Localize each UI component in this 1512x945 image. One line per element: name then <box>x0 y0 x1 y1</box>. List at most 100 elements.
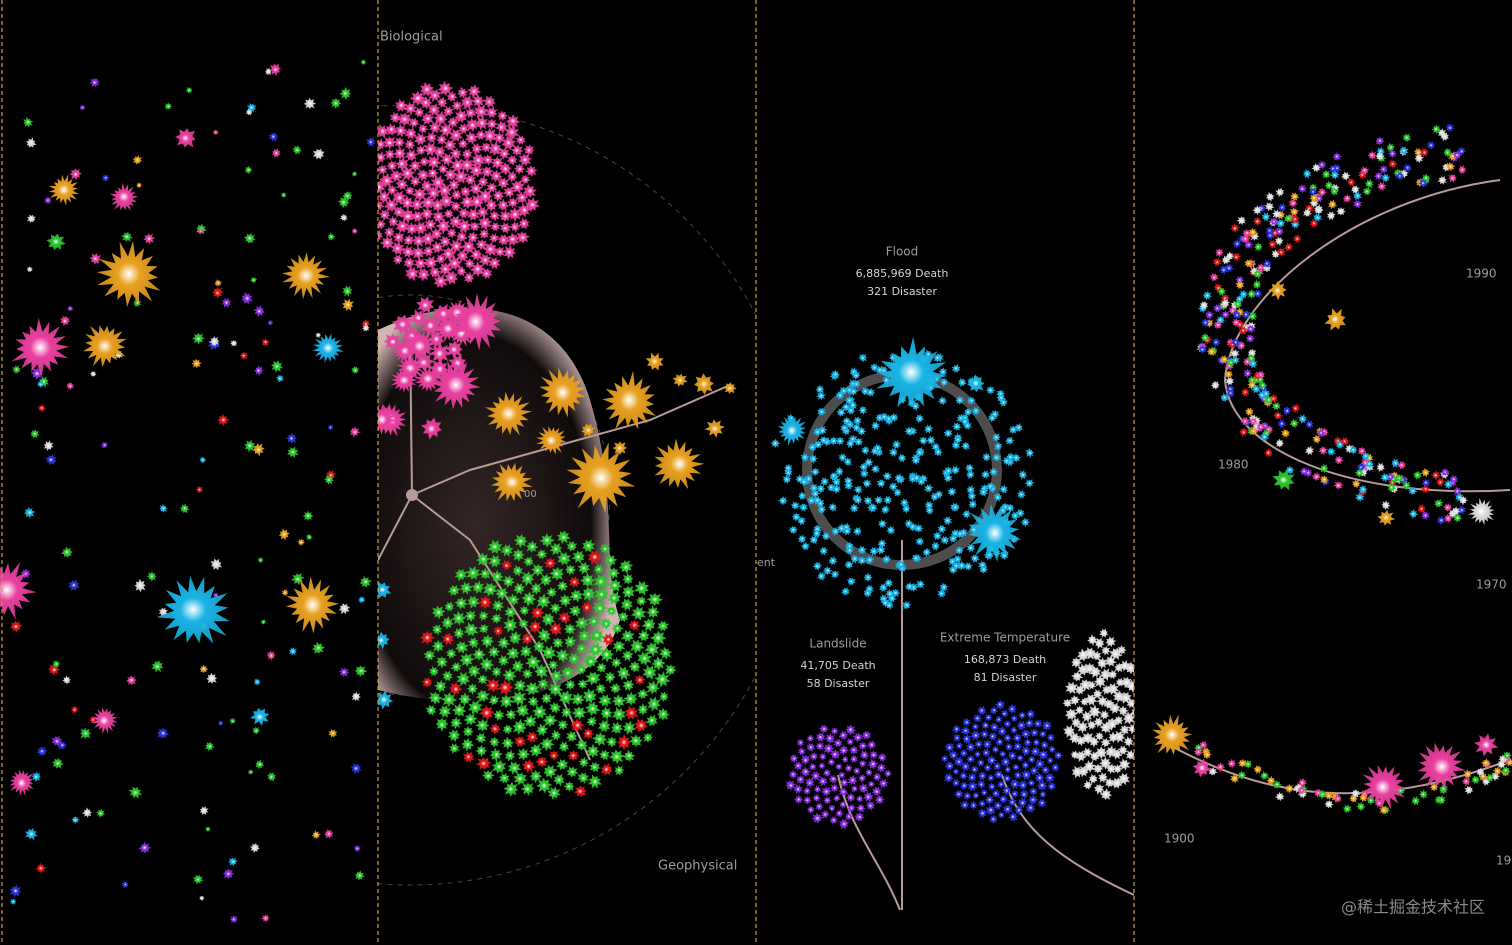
flower <box>1395 171 1404 181</box>
flower <box>121 231 133 242</box>
flower <box>605 736 618 748</box>
flower <box>1417 742 1466 791</box>
flower <box>378 138 387 151</box>
flower <box>996 389 1005 398</box>
flower <box>1071 657 1083 669</box>
flower <box>806 734 814 743</box>
flower <box>1247 380 1258 390</box>
flower <box>447 729 461 743</box>
flower <box>1271 401 1282 411</box>
flower <box>437 80 454 96</box>
flower <box>68 579 80 591</box>
flower <box>459 157 475 173</box>
flower <box>239 351 248 360</box>
flower <box>991 788 1001 798</box>
node <box>406 489 418 501</box>
flower <box>796 774 806 784</box>
flower <box>244 439 256 453</box>
flower <box>432 624 443 636</box>
flower <box>36 746 48 757</box>
flower <box>1375 136 1385 146</box>
flower <box>351 227 358 235</box>
flower <box>587 549 603 565</box>
flower <box>31 771 41 783</box>
flower <box>513 679 527 692</box>
flower <box>1088 704 1102 718</box>
flower <box>858 759 867 768</box>
flower <box>1084 647 1096 660</box>
flower <box>1044 773 1056 783</box>
flower <box>431 360 481 410</box>
flower <box>394 98 408 112</box>
flower <box>214 279 223 287</box>
flower <box>449 239 464 254</box>
flower <box>557 719 569 731</box>
flower <box>1105 636 1117 648</box>
flower <box>611 721 624 734</box>
flower <box>505 646 520 660</box>
flower <box>1199 301 1209 310</box>
flower <box>394 156 409 171</box>
flower <box>464 173 476 186</box>
flower <box>937 396 947 406</box>
flower <box>507 170 518 183</box>
flower <box>599 543 611 555</box>
flower <box>977 808 988 819</box>
flower <box>770 438 781 448</box>
flower <box>978 799 987 808</box>
flower <box>960 441 971 451</box>
flower <box>1016 720 1027 731</box>
flower <box>71 816 80 824</box>
flower <box>863 588 873 598</box>
flower <box>1048 745 1057 754</box>
flower <box>880 598 891 608</box>
flower <box>604 553 618 567</box>
flower <box>819 546 829 556</box>
flower <box>994 699 1006 710</box>
flower <box>458 692 472 707</box>
flower <box>533 640 546 653</box>
flower <box>81 807 92 818</box>
flower <box>89 715 97 724</box>
flower <box>978 487 989 497</box>
flower <box>1252 205 1263 216</box>
flower <box>1240 234 1250 244</box>
flower <box>36 380 45 388</box>
flower <box>958 771 969 781</box>
flower <box>1448 173 1457 183</box>
flower <box>378 124 390 139</box>
flower <box>1352 479 1361 489</box>
flower <box>409 309 428 327</box>
flower <box>1010 778 1020 790</box>
flower <box>157 727 170 739</box>
flower <box>1245 324 1256 334</box>
flower <box>467 595 480 609</box>
flower <box>1277 203 1287 213</box>
flower <box>1352 199 1363 209</box>
flower <box>1334 455 1344 465</box>
flower <box>471 94 485 108</box>
flower <box>846 792 856 803</box>
flower <box>449 682 463 696</box>
flower <box>488 645 501 659</box>
flower <box>266 650 276 661</box>
flower <box>933 353 942 363</box>
flower <box>461 239 476 254</box>
flower <box>475 129 487 140</box>
flower <box>501 736 515 750</box>
flower <box>904 426 915 436</box>
flower <box>383 333 402 351</box>
flower <box>485 106 498 119</box>
flower <box>109 182 139 211</box>
flower <box>582 539 596 553</box>
flower <box>192 874 204 885</box>
flower <box>986 754 998 766</box>
flower <box>431 198 445 213</box>
flower <box>1233 299 1243 309</box>
flower <box>988 731 998 742</box>
flower <box>518 153 532 167</box>
flower <box>1309 187 1317 196</box>
flower <box>555 649 570 663</box>
flower <box>353 844 361 853</box>
